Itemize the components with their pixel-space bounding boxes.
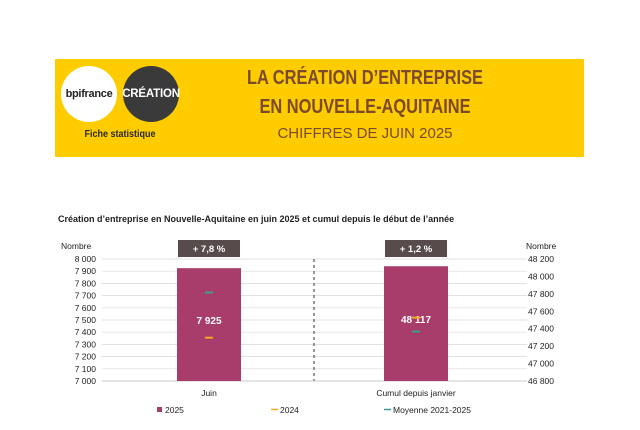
bar-2025 <box>384 266 448 381</box>
change-badge <box>385 240 447 257</box>
right-tick-label: 46 800 <box>528 376 554 386</box>
right-tick-label: 47 600 <box>528 306 554 316</box>
right-tick-label: 47 400 <box>528 324 554 334</box>
fiche-label: Fiche statistique <box>84 129 156 140</box>
right-tick-label: 47 000 <box>528 359 554 369</box>
creation-logo-text: CRÉATION <box>122 88 180 100</box>
page-title-line2: EN NOUVELLE-AQUITAINE <box>259 96 471 118</box>
left-tick-label: 7 000 <box>75 376 97 386</box>
change-badge <box>178 240 240 257</box>
left-axis-label: Nombre <box>61 241 92 251</box>
chart-title: Création d’entreprise en Nouvelle-Aquita… <box>58 214 455 224</box>
creation-logo: CRÉATION <box>122 66 180 122</box>
left-tick-label: 7 200 <box>75 352 97 362</box>
header-banner: bpifrance CRÉATION Fiche statistique LA … <box>55 59 584 157</box>
left-tick-label: 7 500 <box>75 315 97 325</box>
right-tick-label: 48 000 <box>528 271 554 281</box>
left-tick-label: 7 100 <box>75 364 97 374</box>
change-badge-text: + 7,8 % <box>193 244 226 255</box>
left-tick-label: 7 800 <box>75 278 97 288</box>
category-label: Cumul depuis janvier <box>376 388 456 398</box>
bar-value-label: 48 117 <box>401 315 431 326</box>
right-axis-label: Nombre <box>526 241 557 251</box>
legend-swatch-2025 <box>157 407 162 412</box>
category-label: Juin <box>201 388 217 398</box>
bar-2025 <box>177 268 241 381</box>
bar-value-label: 7 925 <box>196 316 221 327</box>
left-tick-label: 7 700 <box>75 291 97 301</box>
legend-label: Moyenne 2021-2025 <box>393 405 471 415</box>
legend-label: 2024 <box>280 405 299 415</box>
page-subtitle: CHIFFRES DE JUIN 2025 <box>277 125 453 142</box>
left-tick-label: 8 000 <box>75 254 97 264</box>
right-tick-label: 47 800 <box>528 289 554 299</box>
left-tick-label: 7 900 <box>75 266 97 276</box>
left-tick-label: 7 600 <box>75 303 97 313</box>
left-tick-label: 7 400 <box>75 327 97 337</box>
legend-label: 2025 <box>165 405 184 415</box>
left-tick-label: 7 300 <box>75 339 97 349</box>
bpifrance-logo-text: bpifrance <box>65 88 113 100</box>
change-badge-text: + 1,2 % <box>400 244 433 255</box>
right-tick-label: 48 200 <box>528 254 554 264</box>
bpifrance-logo: bpifrance <box>61 66 117 122</box>
right-tick-label: 47 200 <box>528 341 554 351</box>
page-title-line1: LA CRÉATION D’ENTREPRISE <box>246 67 483 89</box>
